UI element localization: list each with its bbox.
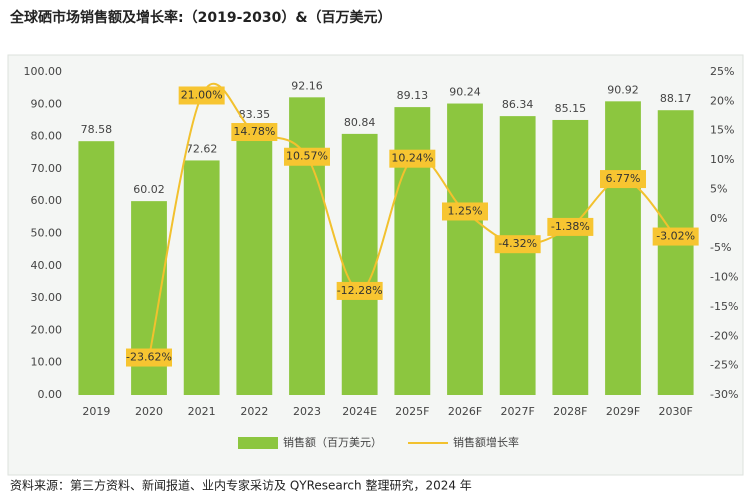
growth-label-box (389, 149, 436, 168)
growth-value-label: -12.28% (337, 284, 383, 297)
y-tick-label: 20.00 (31, 323, 63, 336)
x-tick-label: 2025F (395, 405, 429, 418)
y-tick-label: 50.00 (31, 227, 63, 240)
y2-tick-label: 10% (710, 153, 734, 166)
growth-value-label: 10.24% (391, 152, 433, 165)
bar (289, 97, 325, 396)
bar (183, 160, 220, 395)
x-tick-label: 2019 (82, 405, 110, 418)
bar-value-label: 90.24 (449, 86, 481, 99)
growth-value-label: -3.02% (656, 230, 695, 243)
y-tick-label: 80.00 (31, 130, 63, 143)
legend-swatch (238, 437, 278, 449)
growth-value-label: 6.77% (606, 172, 641, 185)
growth-value-label: 14.78% (233, 125, 275, 138)
y-tick-label: 70.00 (31, 162, 63, 175)
growth-label-box (284, 147, 330, 166)
growth-label-box (652, 227, 699, 246)
y2-tick-label: 0% (710, 212, 727, 225)
bar-value-label: 90.92 (607, 83, 639, 96)
x-tick-label: 2028F (553, 405, 587, 418)
y-tick-label: 60.00 (31, 194, 63, 207)
bar-value-label: 83.35 (239, 108, 271, 121)
y2-tick-label: -30% (710, 388, 738, 401)
bar-value-label: 88.17 (660, 92, 692, 105)
y-tick-label: 40.00 (31, 259, 63, 272)
y2-tick-label: 5% (710, 182, 727, 195)
y-tick-label: 90.00 (31, 97, 63, 110)
growth-label-box (442, 202, 488, 221)
bar-value-label: 80.84 (344, 116, 376, 129)
x-tick-label: 2023 (293, 405, 321, 418)
y-tick-label: 30.00 (31, 291, 63, 304)
bar (605, 101, 641, 395)
growth-label-box (547, 217, 594, 236)
x-tick-label: 2026F (448, 405, 482, 418)
growth-value-label: 1.25% (448, 204, 483, 217)
bar-value-label: 89.13 (397, 89, 429, 102)
y-tick-label: 100.00 (24, 65, 63, 78)
bar (499, 116, 536, 396)
y2-tick-label: 25% (710, 65, 734, 78)
bar (78, 141, 115, 395)
legend-label: 销售额增长率 (453, 435, 519, 449)
growth-value-label: 10.57% (286, 150, 328, 163)
x-tick-label: 2021 (188, 405, 216, 418)
growth-value-label: 21.00% (181, 88, 223, 101)
bar-value-label: 92.16 (291, 79, 323, 92)
bar-value-label: 86.34 (502, 98, 534, 111)
bar (552, 119, 589, 395)
growth-label-box (600, 170, 646, 189)
bar (447, 103, 483, 395)
growth-label-box (336, 281, 383, 300)
growth-label-box (494, 235, 541, 254)
bar-value-label: 72.62 (186, 142, 218, 155)
x-tick-label: 2022 (240, 405, 268, 418)
y-tick-label: 10.00 (31, 356, 63, 369)
growth-label-box (231, 123, 278, 142)
bar-value-label: 78.58 (81, 123, 113, 136)
bar (341, 133, 378, 396)
growth-label-box (178, 86, 225, 105)
x-tick-label: 2027F (501, 405, 535, 418)
y2-tick-label: -25% (710, 359, 738, 372)
x-tick-label: 2020 (135, 405, 163, 418)
y2-tick-label: 20% (710, 94, 734, 107)
y-tick-label: 0.00 (38, 388, 63, 401)
bar (236, 125, 273, 395)
y2-tick-label: -20% (710, 329, 738, 342)
bar-value-label: 60.02 (133, 183, 165, 196)
y2-tick-label: -10% (710, 271, 738, 284)
bar-value-label: 85.15 (555, 102, 587, 115)
bar (657, 110, 694, 395)
growth-value-label: -4.32% (498, 237, 537, 250)
source: 资料来源：第三方资料、新闻报道、业内专家采访及 QYResearch 整理研究，… (10, 478, 472, 493)
legend-label: 销售额（百万美元） (283, 435, 382, 449)
chart-title: 全球硒市场销售额及增长率:（2019-2030）&（百万美元） (9, 9, 392, 26)
y2-tick-label: -15% (710, 300, 738, 313)
growth-value-label: -23.62% (126, 351, 172, 364)
x-tick-label: 2030F (659, 405, 693, 418)
y2-tick-label: -5% (710, 241, 731, 254)
x-tick-label: 2024E (342, 405, 377, 418)
growth-value-label: -1.38% (551, 220, 590, 233)
y2-tick-label: 15% (710, 124, 734, 137)
growth-label-box (126, 348, 172, 367)
x-tick-label: 2029F (606, 405, 640, 418)
